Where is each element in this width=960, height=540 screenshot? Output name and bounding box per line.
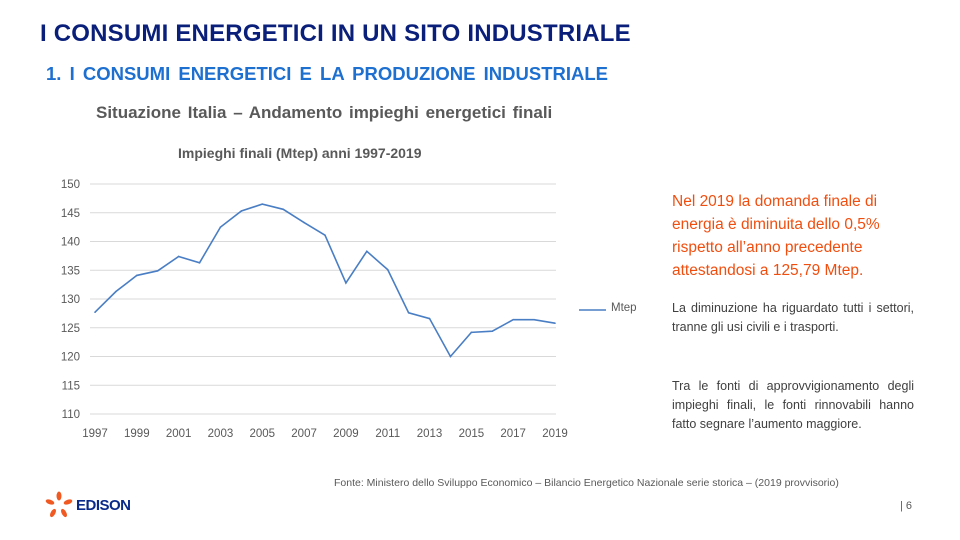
x-tick-label: 1999 <box>124 428 150 440</box>
y-tick-label: 150 <box>61 179 80 191</box>
data-point <box>324 234 326 236</box>
x-tick-label: 2003 <box>208 428 234 440</box>
x-tick-label: 2013 <box>417 428 443 440</box>
x-tick-label: 1997 <box>82 428 108 440</box>
x-tick-label: 2001 <box>166 428 192 440</box>
logo-text: EDISON <box>76 496 131 514</box>
data-point <box>219 226 222 228</box>
data-point <box>386 268 389 271</box>
highlight-text: Nel 2019 la domanda finale di energia è … <box>672 193 880 279</box>
x-tick-label: 2005 <box>249 428 275 440</box>
source-note: Fonte: Ministero dello Sviluppo Economic… <box>334 477 839 489</box>
paragraph-decrease: La diminuzione ha riguardato tutti i set… <box>672 301 914 334</box>
edison-logo: EDISON <box>44 490 131 520</box>
y-tick-label: 115 <box>62 380 80 392</box>
page-number: | 6 <box>900 500 913 512</box>
x-tick-label: 2007 <box>291 428 317 440</box>
slide-title: I CONSUMI ENERGETICI IN UN SITO INDUSTRI… <box>40 20 631 47</box>
data-point <box>177 255 180 258</box>
y-tick-label: 140 <box>61 237 80 249</box>
data-point <box>261 203 264 205</box>
data-point <box>345 282 347 284</box>
data-point <box>407 312 410 314</box>
data-point <box>94 311 96 314</box>
chart-title: Impieghi finali (Mtep) anni 1997-2019 <box>178 145 422 161</box>
x-tick-label: 2017 <box>500 428 526 440</box>
series-line <box>94 203 556 358</box>
paragraph-renewables: Tra le fonti di approvvigionamento degli… <box>672 379 914 431</box>
y-tick-label: 120 <box>61 352 80 364</box>
data-point <box>240 210 243 212</box>
chart-heading: Situazione Italia – Andamento impieghi e… <box>96 103 553 122</box>
y-tick-label: 130 <box>61 294 80 306</box>
y-tick-label: 110 <box>62 409 80 421</box>
y-tick-label: 135 <box>61 265 80 277</box>
data-point <box>491 330 494 333</box>
data-point <box>449 355 452 358</box>
data-point <box>303 221 305 224</box>
y-tick-label: 145 <box>61 208 80 220</box>
data-point <box>156 270 159 272</box>
x-tick-label: 2009 <box>333 428 359 440</box>
x-tick-label: 2015 <box>459 428 485 440</box>
data-point <box>512 318 514 321</box>
data-point <box>198 261 201 264</box>
x-tick-label: 2011 <box>375 428 400 440</box>
y-tick-label: 125 <box>61 323 80 335</box>
data-point <box>366 250 368 253</box>
data-point <box>115 290 117 293</box>
data-point <box>470 331 473 334</box>
data-point <box>554 322 556 324</box>
data-point <box>282 208 284 211</box>
data-point <box>428 317 431 320</box>
slide-subtitle: 1. I CONSUMI ENERGETICI E LA PRODUZIONE … <box>46 63 608 84</box>
x-tick-label: 2019 <box>542 428 568 440</box>
edison-flower-icon <box>45 491 73 518</box>
legend-label: Mtep <box>611 302 637 314</box>
data-point <box>533 318 535 321</box>
data-point <box>136 274 138 277</box>
